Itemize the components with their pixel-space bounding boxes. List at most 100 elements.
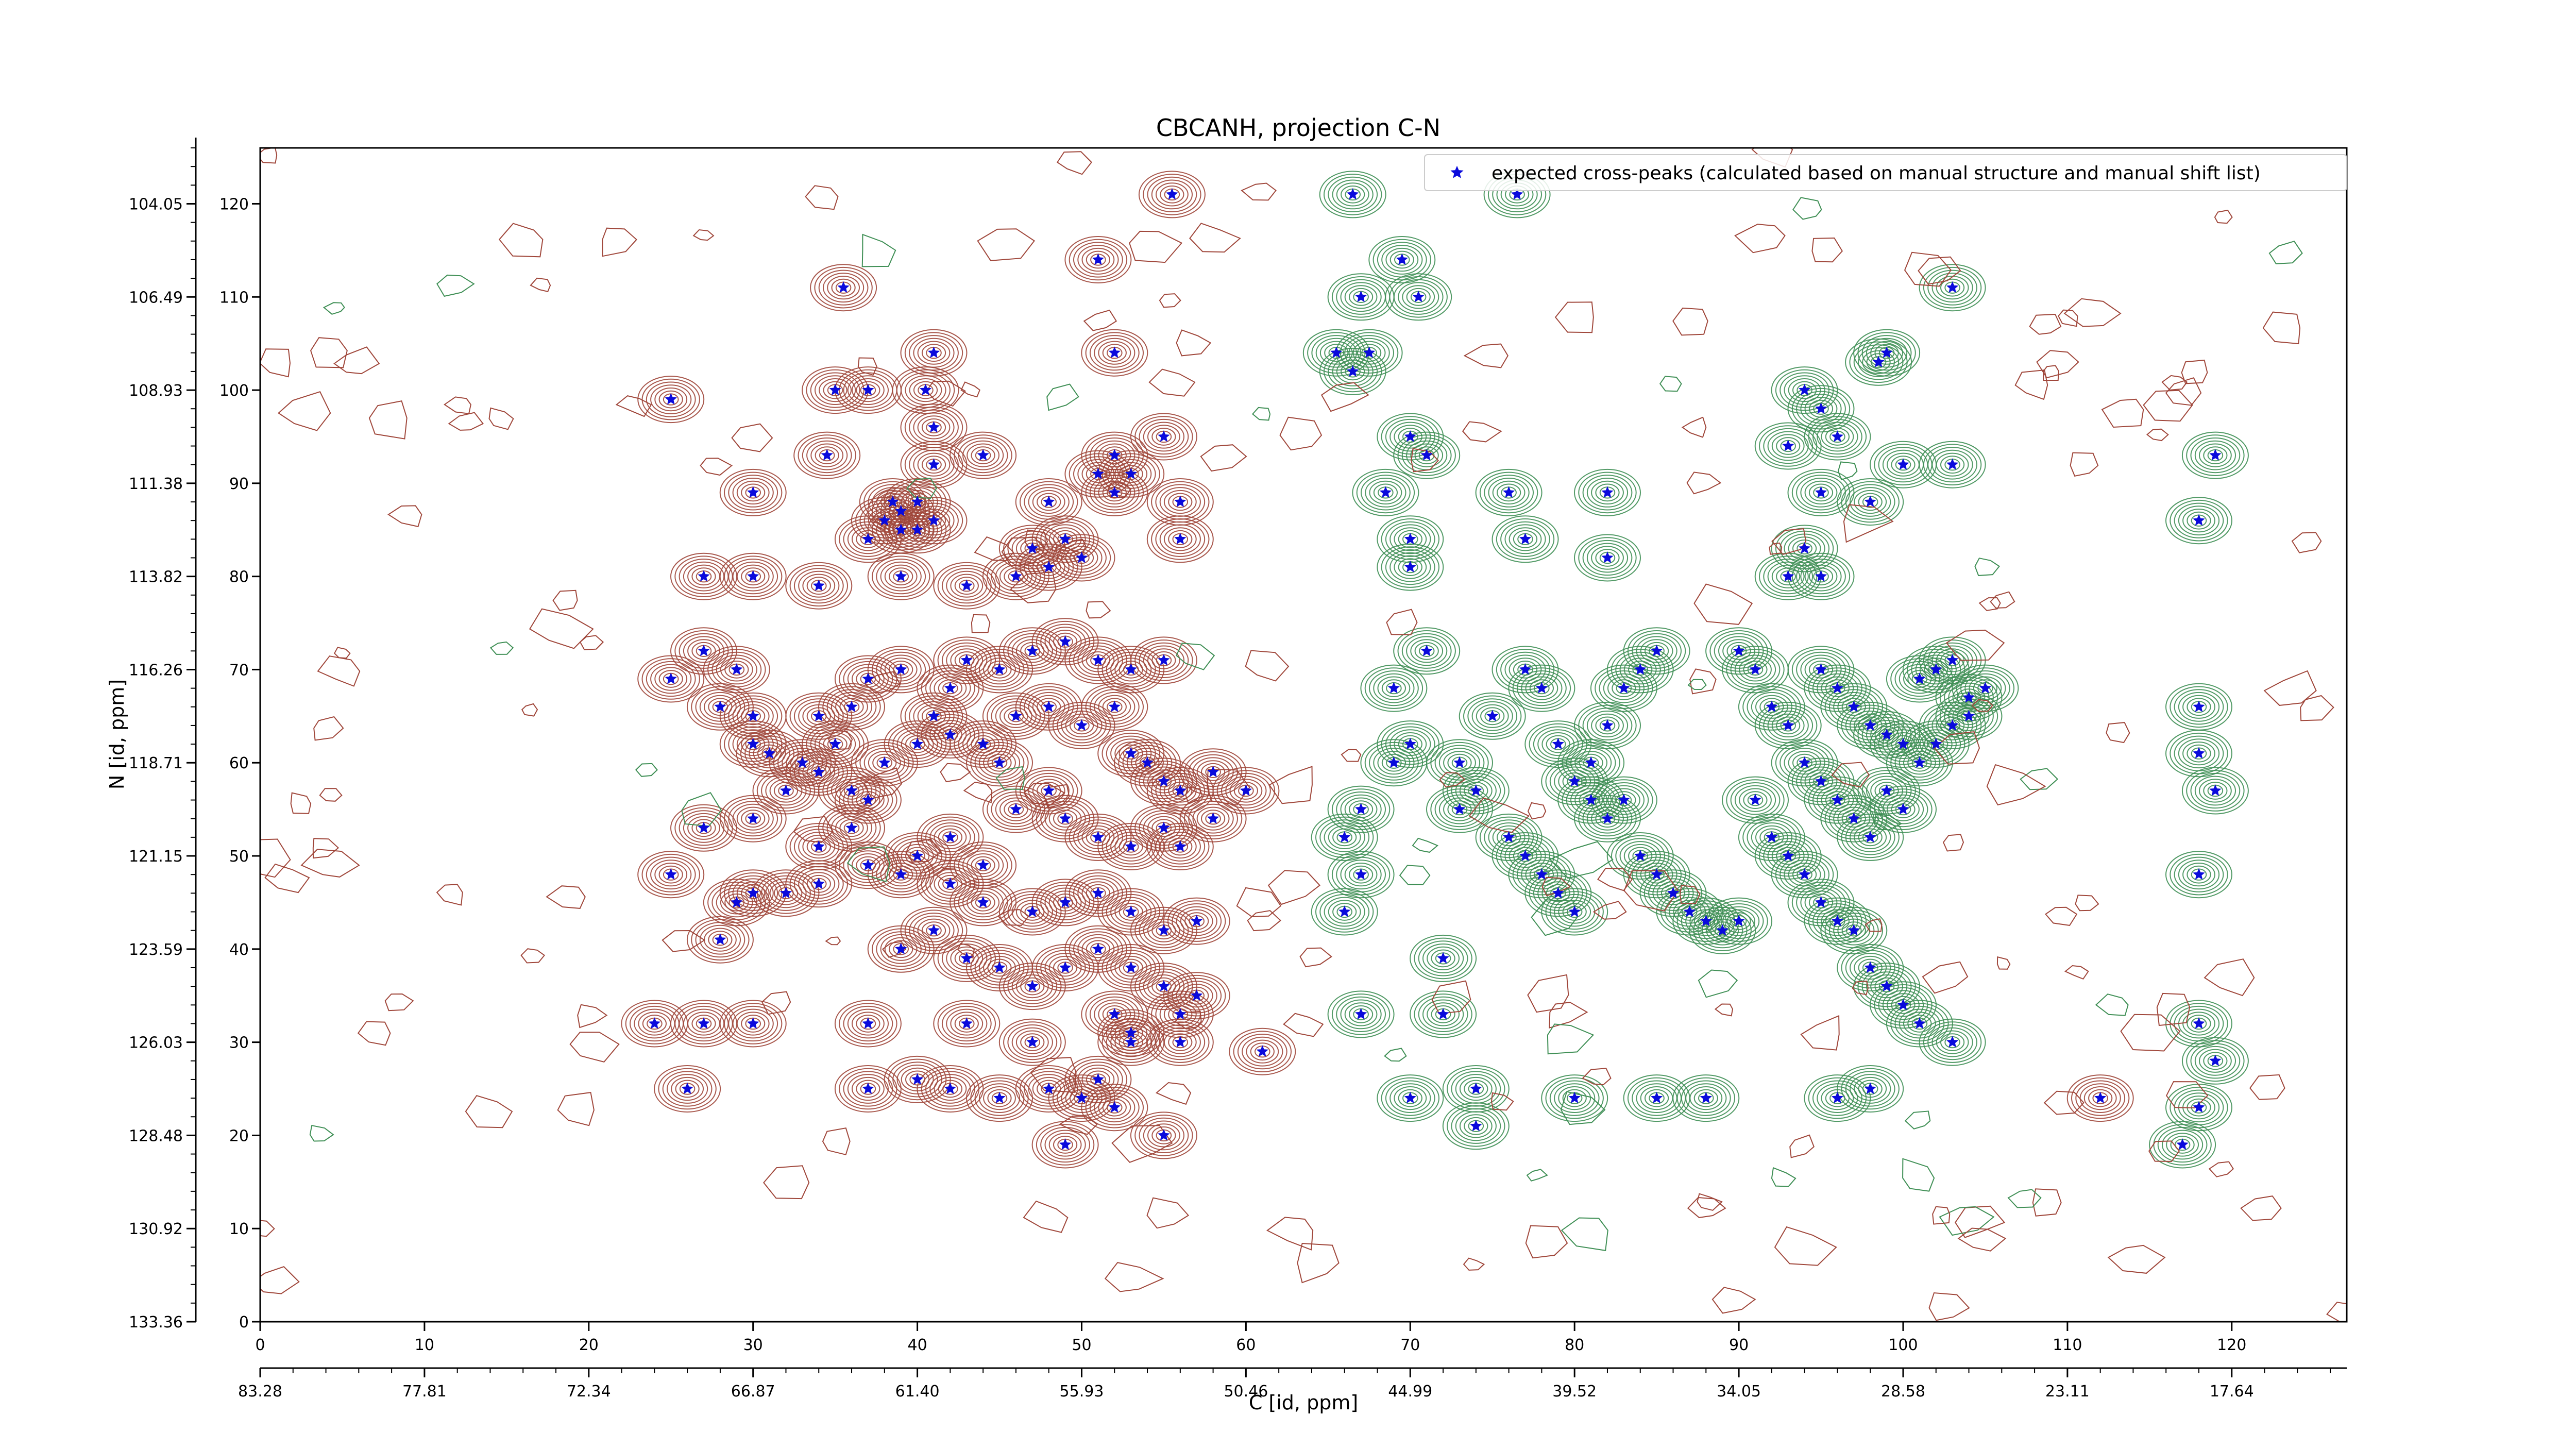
expected-peak-marker <box>747 1017 759 1029</box>
expected-peak-marker <box>1864 495 1876 507</box>
noise-contour <box>260 1266 300 1294</box>
positive-contour <box>998 627 1066 675</box>
expected-peak-marker <box>1848 700 1860 712</box>
noise-contour <box>2045 906 2078 926</box>
expected-peak-marker <box>1346 188 1359 200</box>
noise-contour <box>977 228 1036 261</box>
expected-peak-marker <box>714 933 726 945</box>
noise-contour <box>1283 1013 1324 1037</box>
x-ppm-tick-label: 39.52 <box>1552 1383 1597 1401</box>
expected-peak-marker <box>1174 784 1187 796</box>
noise-contour <box>1597 867 1633 891</box>
noise-contour <box>1922 961 1969 994</box>
negative-contour <box>2181 431 2249 479</box>
x-index-tick-label: 70 <box>1400 1336 1420 1354</box>
expected-peak-marker <box>1108 700 1121 712</box>
expected-peak-marker <box>1412 290 1425 302</box>
noise-contour <box>1811 237 1843 263</box>
expected-peak-marker <box>927 458 940 470</box>
noise-contour <box>1463 1257 1485 1271</box>
noise-contour <box>2007 1189 2042 1208</box>
expected-peak-marker <box>812 878 825 889</box>
expected-peak-marker <box>862 858 874 871</box>
expected-peak-marker <box>1363 346 1376 358</box>
expected-peak-marker <box>894 524 907 535</box>
noise-contour <box>1439 772 1466 788</box>
expected-peak-marker <box>1766 700 1778 712</box>
expected-peak-marker <box>1108 346 1121 358</box>
noise-contour <box>1837 461 1858 481</box>
expected-peak-marker <box>1092 942 1105 954</box>
expected-peak-marker <box>1354 290 1367 302</box>
expected-peak-marker <box>894 663 907 675</box>
expected-peak-marker <box>1108 486 1121 498</box>
expected-peak-marker <box>1782 849 1794 861</box>
expected-peak-marker <box>1010 570 1022 582</box>
noise-contour <box>1030 1057 1077 1093</box>
expected-peak-marker <box>845 700 858 712</box>
noise-contour <box>905 838 942 863</box>
noise-contour <box>1159 293 1181 308</box>
noise-contour <box>1800 1015 1840 1051</box>
expected-peak-marker <box>1897 998 1909 1010</box>
expected-peak-marker <box>927 710 940 721</box>
x-index-tick-label: 80 <box>1565 1336 1584 1354</box>
noise-contour <box>310 337 348 368</box>
expected-peak-marker <box>1174 532 1187 545</box>
expected-peak-marker <box>1404 1091 1416 1104</box>
expected-peak-marker <box>698 821 710 833</box>
noise-contour <box>857 357 877 376</box>
positive-contour <box>810 264 877 312</box>
noise-contour <box>1189 223 1241 253</box>
noise-contour <box>761 991 791 1015</box>
expected-peak-marker <box>1519 532 1532 545</box>
expected-peak-marker <box>862 532 874 545</box>
y-ppm-tick-label: 118.71 <box>129 754 183 772</box>
noise-contour <box>2058 309 2078 327</box>
negative-contour <box>1327 273 1395 321</box>
noise-contour <box>1251 407 1271 421</box>
expected-peak-marker <box>1585 756 1597 768</box>
positive-contour <box>637 655 705 703</box>
noise-contour <box>323 302 345 315</box>
expected-peak-marker <box>1601 486 1614 498</box>
noise-contour <box>1531 899 1578 936</box>
expected-peak-marker <box>1092 886 1105 899</box>
x-axis-index: 0 10 20 30 40 50 60 70 80 90 100 110 120 <box>255 1322 2246 1354</box>
negative-contour <box>1787 385 1855 433</box>
expected-peak-marker <box>1946 1036 1959 1048</box>
noise-contour <box>1955 1205 2006 1238</box>
noise-contour <box>1241 182 1277 201</box>
noise-contour <box>312 838 340 859</box>
expected-peak-marker <box>1191 915 1203 926</box>
expected-peak-marker <box>862 794 874 805</box>
x-index-tick-label: 100 <box>1888 1336 1918 1354</box>
noise-contour <box>2165 377 2202 406</box>
positive-contour <box>637 376 705 424</box>
y-ppm-tick-label: 130.92 <box>129 1220 183 1238</box>
noise-contour <box>2214 209 2233 224</box>
negative-contour <box>1410 990 1477 1038</box>
y-index-tick-label: 70 <box>229 661 249 679</box>
expected-peak-marker <box>698 644 710 656</box>
x-index-tick-label: 90 <box>1729 1336 1749 1354</box>
noise-contour <box>1904 1110 1931 1130</box>
negative-contour <box>1919 1018 1986 1066</box>
noise-contour <box>569 1032 620 1063</box>
legend-label: expected cross-peaks (calculated based o… <box>1492 163 2261 184</box>
negative-contour <box>2165 851 2232 899</box>
noise-contour <box>1490 1092 1514 1111</box>
expected-peak-marker <box>1042 1082 1055 1094</box>
noise-contour <box>1623 870 1679 912</box>
expected-peak-marker <box>1815 775 1827 787</box>
expected-peak-marker <box>2209 1054 2222 1066</box>
negative-contour <box>1335 329 1403 377</box>
expected-peak-marker <box>1059 812 1072 824</box>
expected-peak-marker <box>1092 467 1105 479</box>
noise-contour <box>260 148 278 164</box>
x-index-tick-label: 30 <box>743 1336 763 1354</box>
expected-peak-marker <box>1798 756 1811 768</box>
noise-contour <box>1986 764 2046 806</box>
